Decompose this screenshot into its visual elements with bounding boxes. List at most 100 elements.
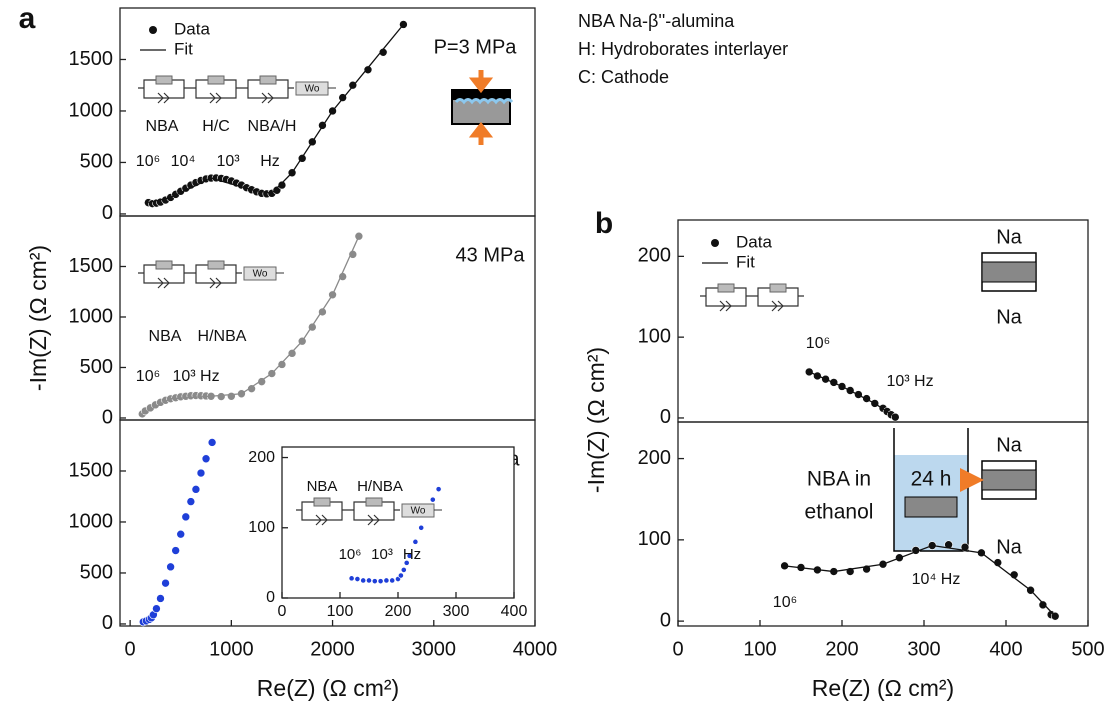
x-tick-label: 0 <box>278 603 287 620</box>
circuit-label: NBA <box>146 118 179 135</box>
y-tick-label: 100 <box>638 325 671 347</box>
data-point <box>366 577 372 584</box>
annotation: 10³ Hz <box>172 368 219 385</box>
cpe <box>719 300 732 312</box>
annotation: 10⁴ <box>171 153 196 170</box>
legend-label: Fit <box>736 252 755 271</box>
y-tick-label: 0 <box>102 202 113 224</box>
y-axis-label: -Im(Z) (Ω cm²) <box>583 347 609 493</box>
annotation: 10⁶ <box>136 153 160 170</box>
data-point <box>363 65 373 75</box>
data-point <box>156 594 165 603</box>
circuit-label: H/C <box>202 118 230 135</box>
legend-label: Data <box>174 19 210 38</box>
annotation: Na <box>996 536 1022 558</box>
data-point <box>152 604 161 613</box>
y-tick-label: 0 <box>660 406 671 428</box>
data-point <box>354 576 361 582</box>
circuit-label: NBA <box>307 478 338 495</box>
y-tick-label: 100 <box>248 519 275 536</box>
annotation: Na <box>996 226 1022 248</box>
y-tick-label: 200 <box>638 245 671 267</box>
annotation: ethanol <box>805 501 874 524</box>
circuit-label: NBA/H <box>248 118 297 135</box>
legend-label: Data <box>736 232 772 251</box>
data-point <box>960 542 970 552</box>
x-tick-label: 1000 <box>209 638 254 660</box>
annotation: Na <box>996 434 1022 456</box>
x-tick-label: 100 <box>327 603 354 620</box>
panel-label: b <box>595 207 613 240</box>
data-point <box>277 360 287 369</box>
cpe <box>157 92 170 104</box>
press-cartoon <box>451 70 514 145</box>
fit-line <box>784 544 1056 617</box>
cpe <box>771 300 784 312</box>
data-point <box>171 546 180 555</box>
warburg-label: Wo <box>411 506 426 517</box>
x-tick-label: 200 <box>385 603 412 620</box>
data-point <box>348 575 355 582</box>
data-point <box>201 454 211 464</box>
data-point <box>429 496 436 503</box>
data-point <box>227 391 236 401</box>
annotation: P=3 MPa <box>434 36 518 58</box>
cell-cartoon <box>893 252 1037 552</box>
annotation: Na <box>996 306 1022 328</box>
resistor <box>365 497 383 507</box>
circuit-label: H/NBA <box>198 328 247 345</box>
fit-line <box>808 371 896 418</box>
warburg-label: Wo <box>253 269 268 280</box>
data-point <box>435 486 442 493</box>
warburg-label: Wo <box>305 84 320 95</box>
plot-frame <box>677 421 1089 627</box>
data-point <box>383 577 390 584</box>
x-tick-label: 3000 <box>412 638 457 660</box>
data-point <box>412 538 419 545</box>
x-tick-label: 0 <box>672 638 683 660</box>
annotation: Hz <box>403 546 421 563</box>
y-tick-label: 100 <box>638 528 671 550</box>
note: H: Hydroborates interlayer <box>578 39 788 59</box>
legend-marker <box>149 26 157 34</box>
x-tick-label: 400 <box>989 638 1022 660</box>
data-point <box>377 578 384 585</box>
resistor <box>155 260 173 270</box>
data-point <box>207 438 217 447</box>
panel-label: a <box>19 2 36 35</box>
annotation: 10³ <box>216 153 240 170</box>
annotation: 10⁶ <box>136 368 160 385</box>
data-point <box>397 572 404 579</box>
cpe <box>367 514 380 526</box>
x-axis-label: Re(Z) (Ω cm²) <box>812 675 954 701</box>
data-point <box>186 497 196 506</box>
y-tick-label: 500 <box>80 561 113 583</box>
resistor <box>207 75 225 85</box>
y-tick-label: 200 <box>638 447 671 469</box>
y-axis-label: -Im(Z) (Ω cm²) <box>25 245 51 391</box>
y-tick-label: 1500 <box>69 48 114 70</box>
resistor <box>769 283 787 293</box>
y-tick-label: 1000 <box>69 99 114 121</box>
data-point <box>272 185 282 195</box>
x-tick-label: 100 <box>743 638 776 660</box>
legend-marker <box>711 239 719 247</box>
data-point <box>360 577 367 584</box>
fit-line <box>148 24 404 204</box>
y-tick-label: 500 <box>80 356 113 378</box>
x-tick-label: 300 <box>907 638 940 660</box>
resistor <box>155 75 173 85</box>
data-point <box>216 392 226 401</box>
data-point <box>166 562 175 572</box>
data-point <box>277 180 287 190</box>
annotation: 10⁶ <box>806 335 830 352</box>
y-tick-label: 1500 <box>69 459 114 481</box>
y-tick-label: 0 <box>102 612 113 634</box>
y-tick-label: 1000 <box>69 510 114 532</box>
x-tick-label: 500 <box>1071 638 1104 660</box>
cpe <box>315 514 328 526</box>
data-point <box>287 349 297 358</box>
y-tick-label: 500 <box>80 151 113 173</box>
cpe <box>157 277 170 289</box>
y-tick-label: 1000 <box>69 305 114 327</box>
